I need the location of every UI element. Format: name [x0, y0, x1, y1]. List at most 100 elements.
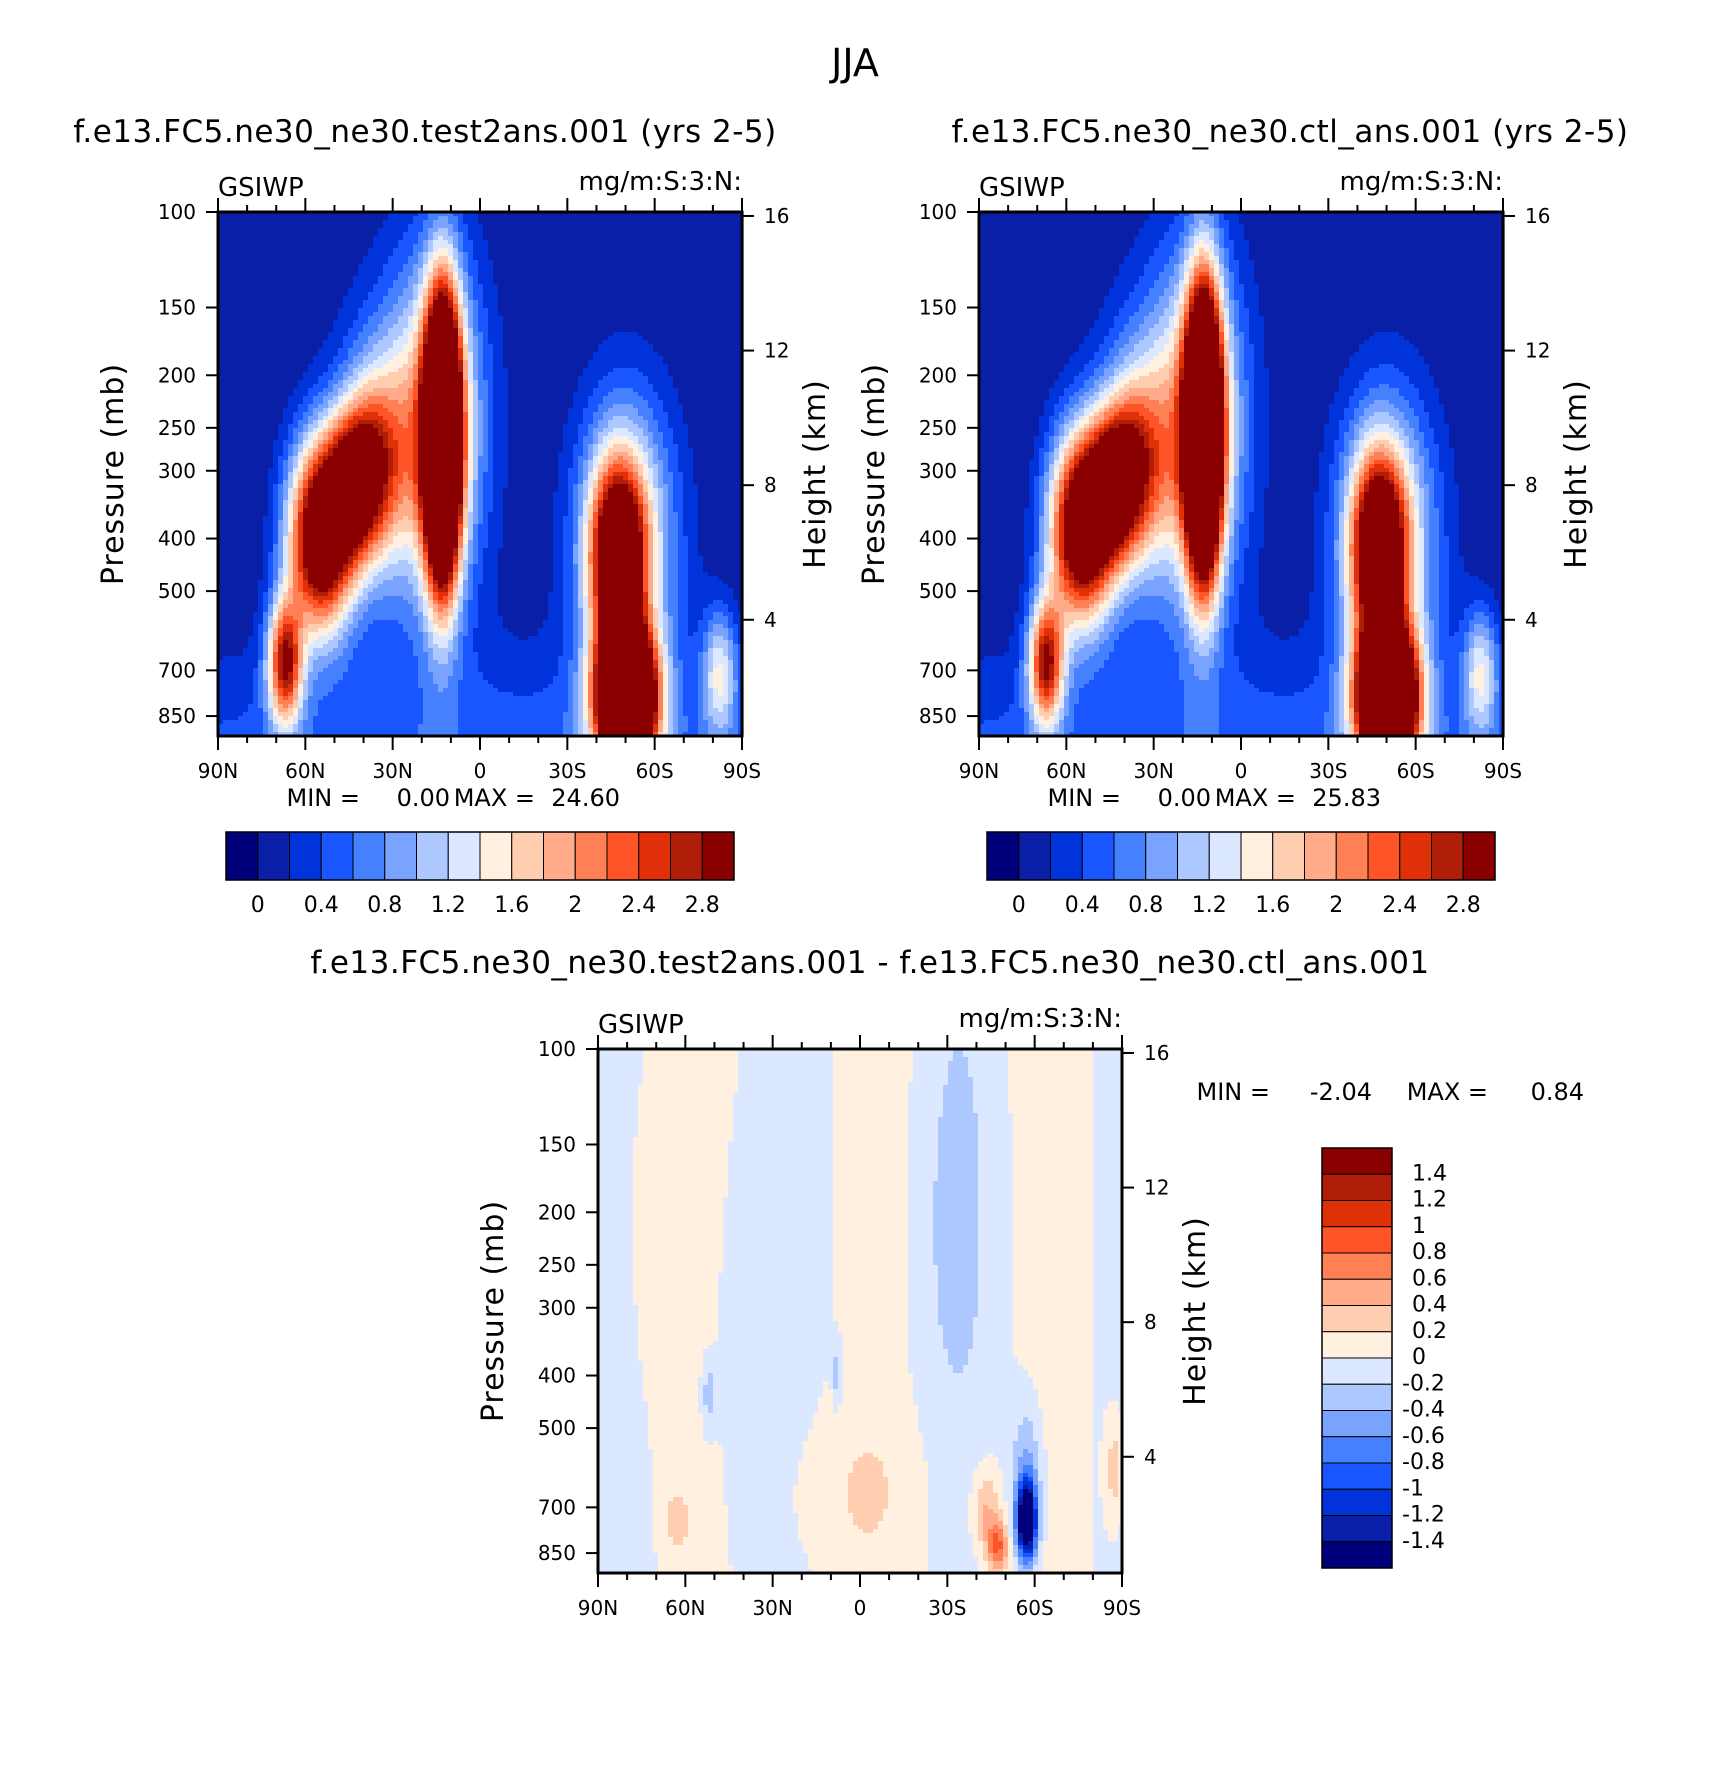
- contour-cell: [678, 240, 684, 245]
- plot-test: 10015020025030040050070085016128490N 60N 3…: [96, 167, 833, 783]
- contour-cell: [333, 236, 339, 241]
- contour-cell: [678, 232, 684, 237]
- contour-cell: [708, 236, 714, 241]
- contour-cell: [668, 236, 674, 241]
- contour-cell: [363, 232, 369, 237]
- contour-cell: [458, 224, 464, 229]
- contour-cell: [233, 228, 239, 233]
- contour-cell: [353, 216, 359, 221]
- contour-cell: [588, 232, 594, 237]
- contour-cell: [488, 220, 494, 225]
- contour-cell: [338, 216, 344, 221]
- contour-cell: [383, 228, 389, 233]
- contour-cell: [298, 228, 304, 233]
- contour-cell: [518, 240, 524, 245]
- contour-cell: [303, 244, 309, 249]
- contour-cell: [688, 216, 694, 221]
- contour-cell: [633, 224, 639, 229]
- contour-cell: [238, 240, 244, 245]
- contour-cell: [323, 240, 329, 245]
- contour-cell: [388, 220, 394, 225]
- contour-cell: [453, 216, 459, 221]
- contour-cell: [643, 236, 649, 241]
- contour-cell: [733, 216, 739, 221]
- contour-cell: [263, 220, 269, 225]
- contour-cell: [728, 228, 734, 233]
- contour-cell: [563, 220, 569, 225]
- contour-cell: [328, 224, 334, 229]
- contour-cell: [733, 236, 739, 241]
- contour-cell: [448, 228, 454, 233]
- contour-cell: [448, 224, 454, 229]
- contour-cell: [713, 236, 719, 241]
- contour-cell: [463, 236, 469, 241]
- contour-cell: [548, 224, 554, 229]
- contour-cell: [613, 228, 619, 233]
- contour-cell: [228, 240, 234, 245]
- contour-cell: [298, 236, 304, 241]
- contour-cell: [408, 232, 414, 237]
- contour-cell: [728, 236, 734, 241]
- contour-cell: [348, 220, 354, 225]
- contour-cell: [408, 228, 414, 233]
- contour-cell: [353, 236, 359, 241]
- contour-cell: [493, 236, 499, 241]
- contour-cell: [393, 224, 399, 229]
- contour-cell: [658, 240, 664, 245]
- contour-cell: [638, 244, 644, 249]
- contour-cell: [263, 224, 269, 229]
- contour-cell: [258, 224, 264, 229]
- contour-cell: [678, 216, 684, 221]
- contour-cell: [568, 224, 574, 229]
- contour-cell: [273, 224, 279, 229]
- contour-cell: [453, 236, 459, 241]
- contour-cell: [578, 236, 584, 241]
- contour-cell: [358, 224, 364, 229]
- contour-cell: [433, 220, 439, 225]
- contour-cell: [458, 228, 464, 233]
- contour-cell: [298, 232, 304, 237]
- contour-cell: [363, 244, 369, 249]
- contour-cell: [713, 232, 719, 237]
- contour-cell: [513, 232, 519, 237]
- contour-cell: [618, 224, 624, 229]
- contour-cell: [523, 236, 529, 241]
- contour-cell: [723, 240, 729, 245]
- contour-cell: [613, 232, 619, 237]
- contour-cell: [558, 244, 564, 249]
- contour-cell: [663, 232, 669, 237]
- contour-cell: [528, 240, 534, 245]
- contour-cell: [273, 244, 279, 249]
- contour-cell: [638, 240, 644, 245]
- contour-cell: [233, 240, 239, 245]
- panel-title-test: f.e13.FC5.ne30_ne30.test2ans.001 (yrs 2-…: [73, 114, 776, 150]
- contour-cell: [608, 228, 614, 233]
- contour-cell: [223, 244, 229, 249]
- contour-cell: [538, 236, 544, 241]
- contour-cell: [608, 244, 614, 249]
- contour-cell: [403, 224, 409, 229]
- contour-cell: [528, 244, 534, 249]
- contour-cell: [523, 224, 529, 229]
- contour-cell: [278, 244, 284, 249]
- contour-cell: [603, 236, 609, 241]
- contour-cell: [613, 244, 619, 249]
- contour-cell: [538, 232, 544, 237]
- contour-cell: [348, 228, 354, 233]
- contour-cell: [473, 220, 479, 225]
- contour-cell: [513, 220, 519, 225]
- contour-cell: [288, 224, 294, 229]
- contour-cell: [313, 240, 319, 245]
- contour-cell: [658, 224, 664, 229]
- contour-cell: [223, 236, 229, 241]
- contour-cell: [253, 224, 259, 229]
- contour-cell: [443, 228, 449, 233]
- contour-cell: [668, 224, 674, 229]
- contour-cell: [288, 216, 294, 221]
- contour-cell: [268, 224, 274, 229]
- contour-cell: [353, 232, 359, 237]
- contour-cell: [348, 236, 354, 241]
- contour-cell: [413, 232, 419, 237]
- contour-cell: [608, 232, 614, 237]
- contour-cell: [433, 232, 439, 237]
